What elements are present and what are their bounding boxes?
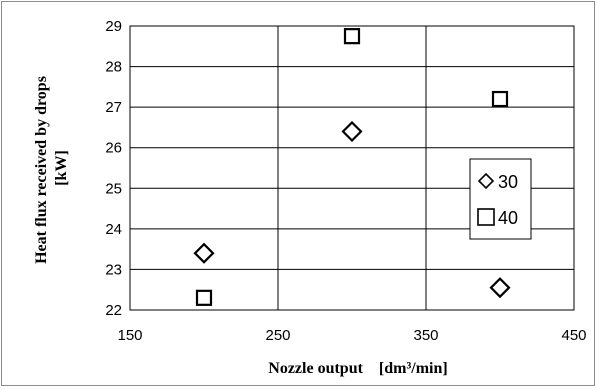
- x-tick-label: 350: [413, 327, 438, 344]
- y-axis-title-line2: [kW]: [53, 150, 70, 186]
- legend-diamond-icon: [477, 172, 495, 190]
- data-markers: [193, 28, 511, 306]
- legend: 30 40: [469, 158, 532, 240]
- x-axis-title-text: Nozzle output: [268, 360, 363, 377]
- square-marker-40: [195, 289, 213, 306]
- y-tick-label: 26: [105, 140, 122, 157]
- x-tick-labels: 150 250 350 450: [117, 327, 586, 344]
- diamond-marker-30: [193, 242, 215, 264]
- square-marker-40: [343, 28, 361, 45]
- diamond-marker-30: [489, 277, 511, 299]
- y-tick-label: 23: [105, 261, 122, 278]
- plot-area: [129, 25, 575, 311]
- y-axis-title: Heat flux received by drops [kW]: [33, 72, 70, 264]
- x-axis-title: Nozzle output [dm³/min]: [268, 360, 447, 377]
- legend-label: 30: [498, 172, 518, 192]
- x-tick-label: 450: [561, 327, 586, 344]
- y-tick-label: 28: [105, 59, 122, 76]
- y-tick-label: 22: [105, 302, 122, 319]
- x-tick-label: 250: [265, 327, 290, 344]
- square-marker-40: [491, 90, 509, 108]
- y-tick-label: 25: [105, 180, 122, 197]
- y-tick-labels: 22 23 24 25 26 27 28 29: [105, 18, 122, 319]
- y-tick-label: 27: [105, 99, 122, 116]
- legend-label: 40: [498, 208, 518, 228]
- y-tick-label: 24: [105, 221, 122, 238]
- diamond-marker-30: [341, 120, 363, 143]
- legend-square-icon: [477, 208, 495, 226]
- y-axis-title-line1: Heat flux received by drops: [33, 76, 50, 264]
- x-tick-label: 150: [117, 327, 142, 344]
- x-axis-title-unit: [dm³/min]: [379, 360, 448, 377]
- y-tick-label: 29: [105, 18, 122, 35]
- legend-box: [469, 158, 532, 240]
